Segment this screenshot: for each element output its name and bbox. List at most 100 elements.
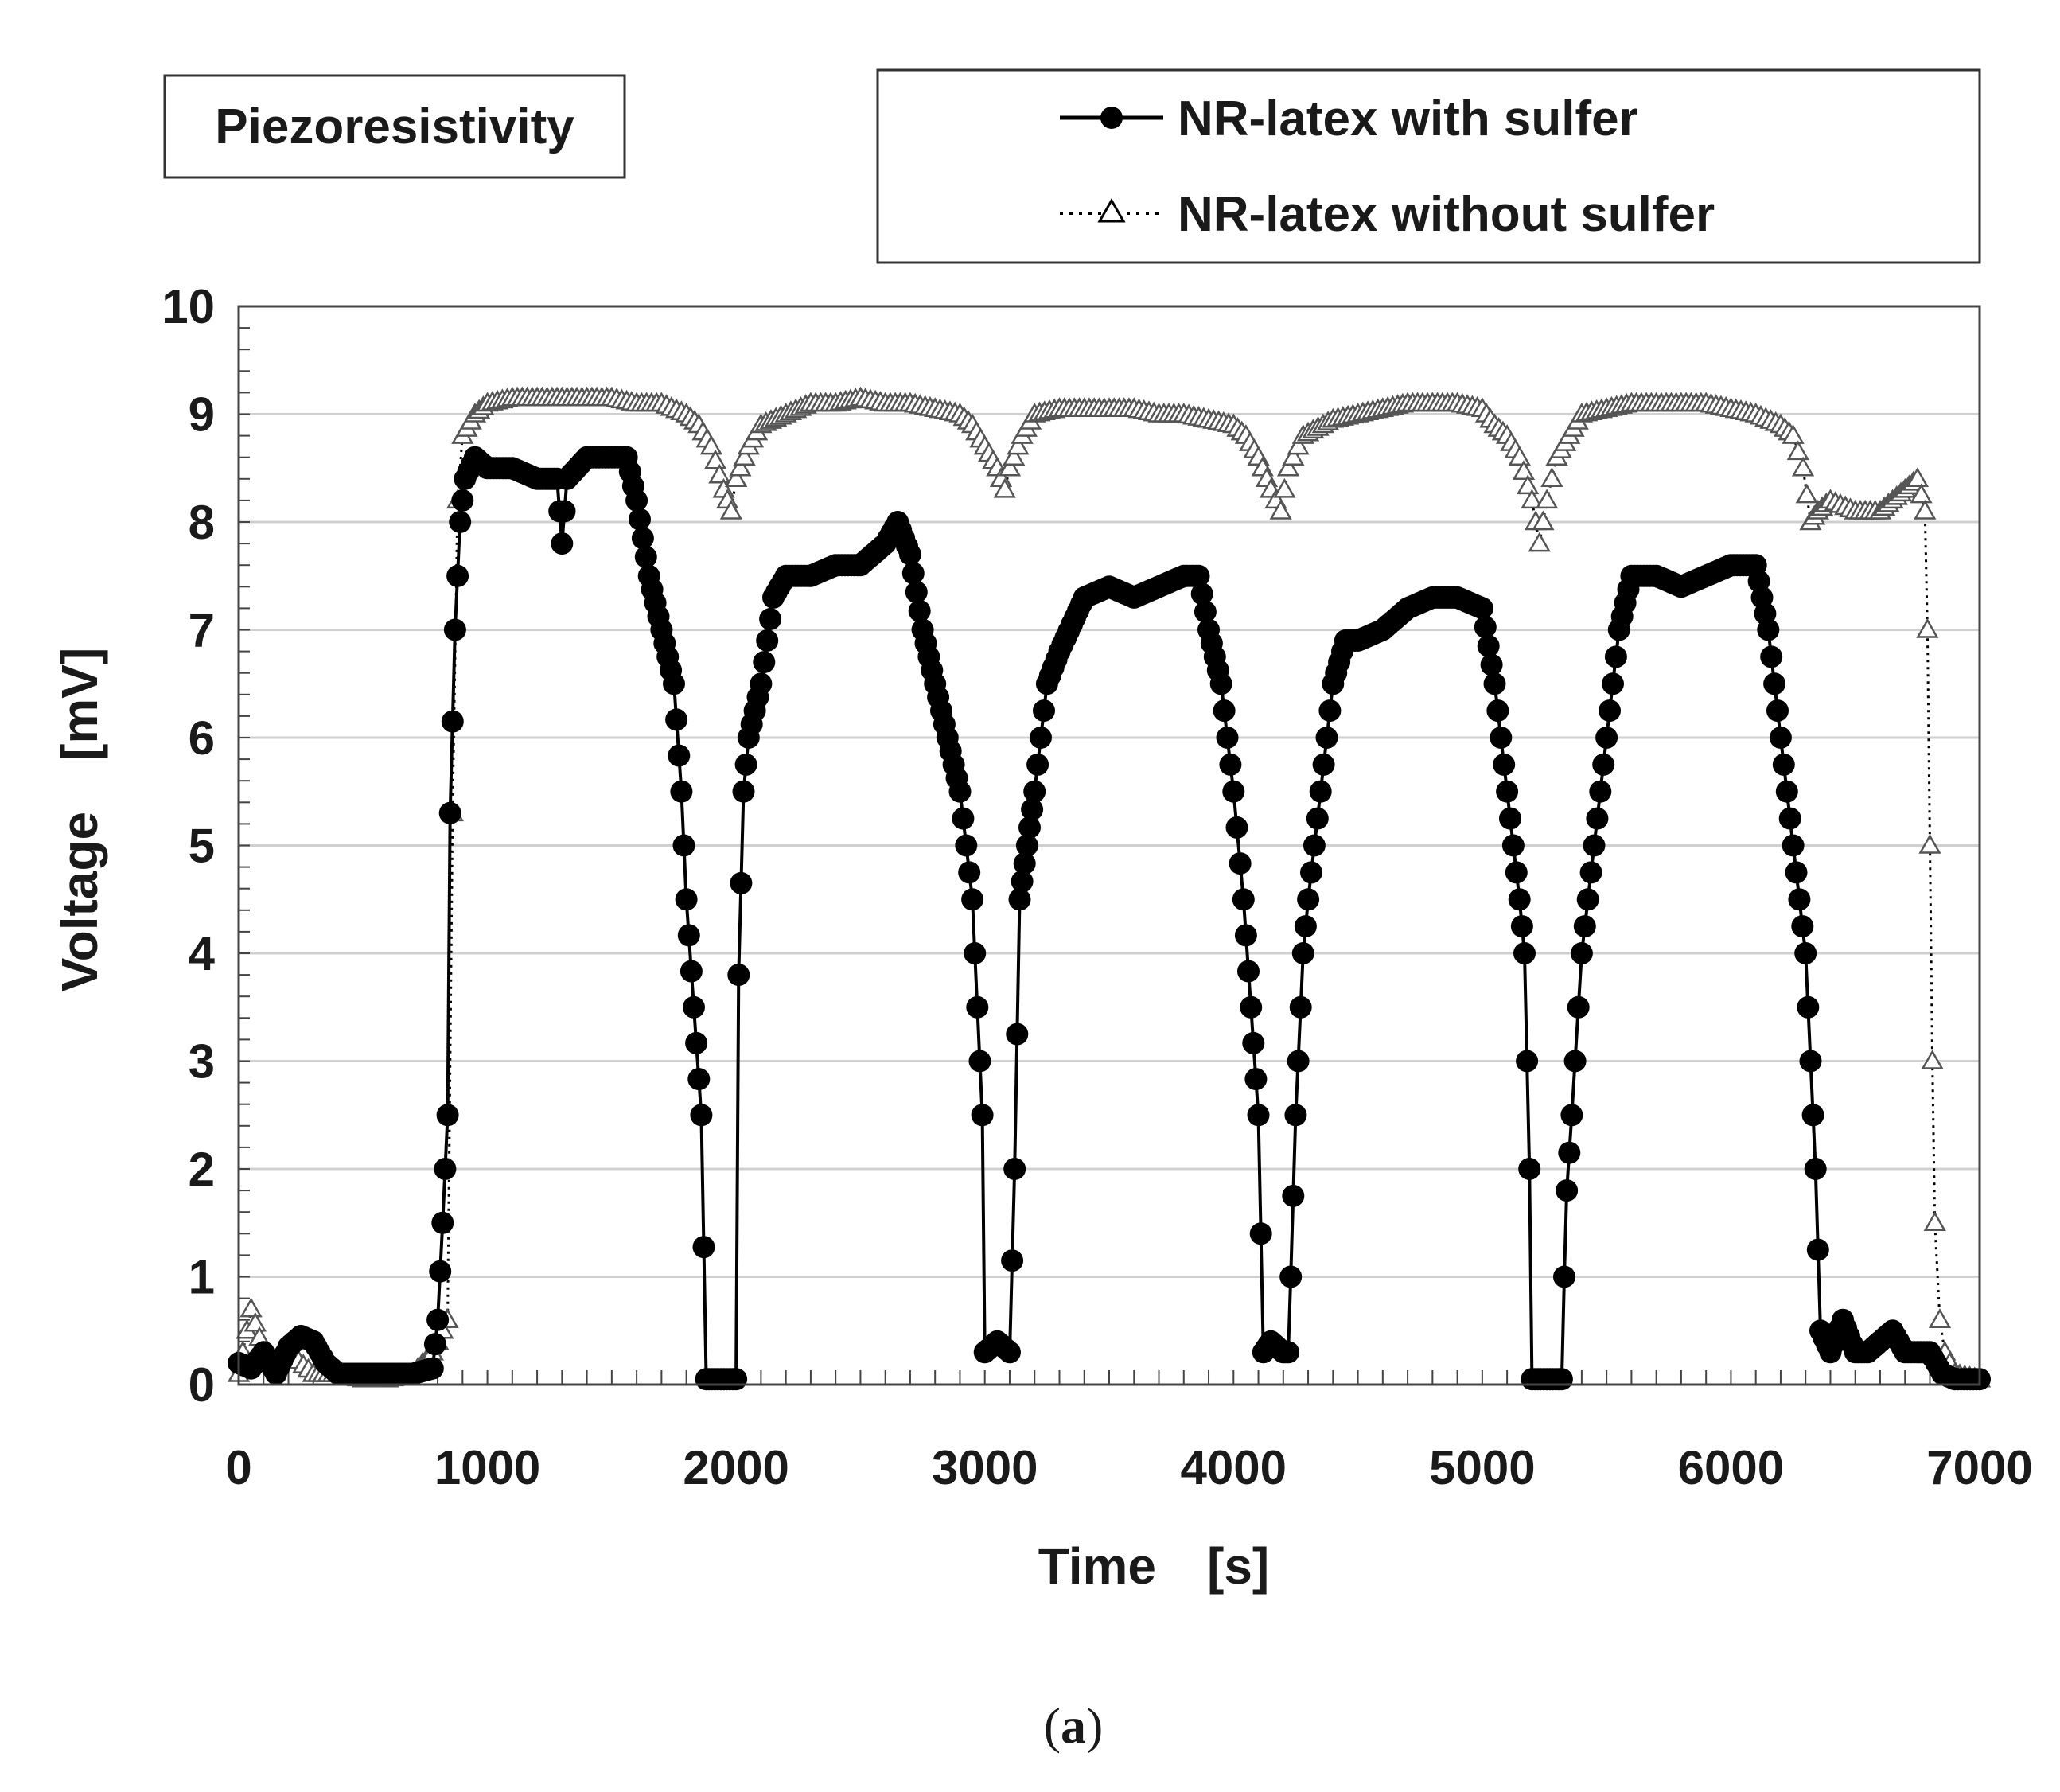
- point-with-sulfer: [1234, 924, 1257, 947]
- point-with-sulfer: [680, 960, 703, 983]
- y-tick-label-4: 4: [189, 927, 216, 980]
- figure-caption: (a): [1044, 1697, 1104, 1754]
- point-with-sulfer: [1510, 915, 1533, 938]
- point-with-sulfer: [1567, 995, 1590, 1019]
- point-with-sulfer: [687, 1068, 711, 1091]
- point-without-sulfer: [239, 1297, 263, 1318]
- point-with-sulfer: [692, 1236, 715, 1259]
- point-with-sulfer: [958, 861, 981, 884]
- point-without-sulfer: [729, 456, 752, 477]
- y-tick-label-3: 3: [189, 1035, 215, 1089]
- annotation-box-label: Piezoresistivity: [215, 99, 574, 154]
- point-with-sulfer: [1008, 888, 1031, 911]
- point-with-sulfer: [1303, 834, 1326, 857]
- point-with-sulfer: [1785, 861, 1808, 884]
- x-tick-label-2000: 2000: [683, 1441, 789, 1494]
- point-with-sulfer: [734, 753, 757, 776]
- point-with-sulfer: [1477, 634, 1500, 657]
- point-with-sulfer: [670, 780, 693, 803]
- point-without-sulfer: [1906, 467, 1930, 488]
- point-with-sulfer: [725, 1368, 748, 1391]
- point-with-sulfer: [1775, 780, 1798, 803]
- point-without-sulfer: [1269, 499, 1292, 520]
- caption-open-paren: (: [1044, 1697, 1061, 1754]
- point-without-sulfer: [1276, 456, 1300, 477]
- y-tick-label-10: 10: [162, 280, 215, 333]
- point-with-sulfer: [1769, 727, 1792, 749]
- point-with-sulfer: [1187, 564, 1210, 587]
- point-with-sulfer: [1797, 995, 1820, 1019]
- point-with-sulfer: [756, 629, 779, 652]
- x-tick-label-0: 0: [225, 1441, 251, 1494]
- point-with-sulfer: [1289, 995, 1312, 1019]
- x-tick-label-3000: 3000: [932, 1441, 1038, 1494]
- point-with-sulfer: [948, 780, 972, 803]
- point-with-sulfer: [732, 780, 755, 803]
- point-with-sulfer: [1247, 1104, 1270, 1127]
- point-with-sulfer: [1763, 672, 1786, 695]
- point-with-sulfer: [1222, 780, 1245, 803]
- legend-marker-with-sulfer: [1100, 107, 1123, 129]
- point-with-sulfer: [1570, 942, 1593, 964]
- point-with-sulfer: [1757, 618, 1780, 641]
- point-with-sulfer: [443, 618, 466, 641]
- point-with-sulfer: [730, 871, 753, 894]
- point-with-sulfer: [1556, 1179, 1579, 1202]
- point-with-sulfer: [663, 672, 685, 695]
- point-with-sulfer: [759, 608, 782, 630]
- point-with-sulfer: [1194, 600, 1217, 623]
- point-with-sulfer: [431, 1211, 454, 1234]
- point-without-sulfer: [1007, 434, 1030, 455]
- point-with-sulfer: [1604, 645, 1627, 668]
- point-with-sulfer: [1315, 727, 1338, 749]
- point-with-sulfer: [1801, 1104, 1824, 1127]
- point-without-sulfer: [719, 499, 743, 520]
- point-with-sulfer: [1563, 1050, 1587, 1073]
- point-with-sulfer: [1486, 699, 1509, 723]
- point-with-sulfer: [1284, 1104, 1307, 1127]
- point-with-sulfer: [1033, 699, 1055, 723]
- point-with-sulfer: [625, 489, 648, 512]
- point-with-sulfer: [1788, 888, 1811, 911]
- point-without-sulfer: [733, 446, 756, 466]
- point-with-sulfer: [1483, 672, 1506, 695]
- point-without-sulfer: [1273, 477, 1296, 498]
- point-with-sulfer: [1026, 753, 1049, 776]
- point-with-sulfer: [999, 1341, 1021, 1364]
- point-with-sulfer: [1778, 807, 1801, 830]
- point-with-sulfer: [1011, 870, 1034, 893]
- caption-letter: a: [1061, 1697, 1086, 1754]
- point-with-sulfer: [1501, 834, 1525, 857]
- point-with-sulfer: [1240, 995, 1263, 1019]
- point-with-sulfer: [952, 807, 975, 830]
- point-without-sulfer: [1918, 833, 1941, 854]
- y-tick-label-6: 6: [189, 711, 215, 765]
- point-with-sulfer: [1474, 616, 1497, 639]
- point-with-sulfer: [677, 924, 700, 947]
- point-with-sulfer: [898, 543, 921, 566]
- plot-frame-border: [237, 305, 1981, 1386]
- point-without-sulfer: [1528, 532, 1551, 552]
- point-with-sulfer: [553, 500, 576, 523]
- point-with-sulfer: [665, 708, 688, 731]
- point-with-sulfer: [1242, 1031, 1265, 1054]
- point-with-sulfer: [1760, 645, 1783, 668]
- point-with-sulfer: [436, 1104, 459, 1127]
- point-with-sulfer: [1599, 699, 1621, 723]
- x-tick-label-5000: 5000: [1429, 1441, 1535, 1494]
- point-without-sulfer: [998, 456, 1022, 477]
- point-without-sulfer: [1003, 446, 1026, 466]
- point-with-sulfer: [668, 744, 691, 767]
- point-with-sulfer: [1244, 1068, 1268, 1091]
- point-with-sulfer: [1018, 816, 1041, 839]
- point-with-sulfer: [1312, 753, 1335, 776]
- point-with-sulfer: [1518, 1158, 1541, 1180]
- x-tick-labels: 0 1000 2000 3000 4000 5000 6000 7000: [225, 1441, 2032, 1494]
- point-with-sulfer: [1791, 915, 1814, 938]
- point-with-sulfer: [727, 964, 750, 987]
- point-with-sulfer: [1277, 1341, 1300, 1364]
- point-with-sulfer: [966, 995, 989, 1019]
- point-with-sulfer: [964, 942, 987, 964]
- point-with-sulfer: [1216, 727, 1239, 749]
